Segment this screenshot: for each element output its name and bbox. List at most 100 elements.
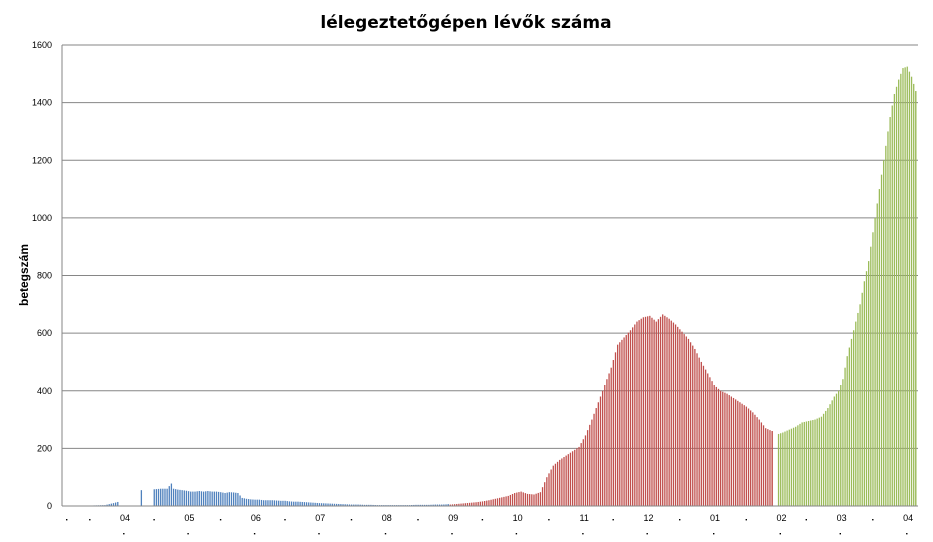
bar — [872, 232, 874, 506]
bar — [177, 489, 179, 506]
bar — [323, 503, 325, 506]
bar — [700, 361, 702, 506]
x-tick-label: 10 — [513, 513, 523, 523]
bar — [312, 502, 314, 506]
bar — [217, 491, 220, 506]
bar — [275, 500, 278, 506]
bar — [893, 93, 896, 506]
bar — [771, 431, 773, 506]
bar — [207, 491, 209, 506]
bar — [286, 501, 288, 506]
bar — [170, 483, 173, 506]
bar — [471, 502, 473, 506]
bar — [198, 491, 200, 506]
bar — [640, 318, 642, 506]
bar — [865, 271, 868, 506]
bar — [185, 490, 188, 506]
bar — [284, 500, 286, 506]
bar — [818, 417, 820, 506]
bar — [338, 503, 340, 506]
bar — [777, 433, 780, 506]
bar — [576, 448, 578, 507]
bar — [745, 406, 748, 506]
bar — [187, 491, 190, 506]
bar — [108, 504, 110, 506]
chart-title: lélegeztetőgépen lévők száma — [320, 13, 611, 33]
bar — [344, 504, 346, 506]
bar — [801, 422, 803, 506]
bar — [250, 499, 252, 506]
bar — [112, 503, 115, 506]
x-tick-label: 05 — [184, 513, 194, 523]
bar — [638, 320, 640, 506]
bar — [554, 463, 557, 506]
bar — [462, 503, 464, 506]
bar — [524, 493, 527, 506]
bar — [329, 503, 331, 506]
bar — [552, 465, 554, 506]
bar — [505, 496, 507, 506]
bar — [898, 79, 900, 506]
bar — [859, 304, 861, 506]
bar — [258, 499, 261, 506]
bar — [756, 417, 758, 506]
bar — [194, 491, 196, 506]
bar — [359, 504, 361, 506]
bar — [541, 487, 544, 506]
x-tick-dot — [612, 519, 614, 521]
bar — [464, 503, 466, 506]
x-tick-dot — [713, 533, 715, 535]
x-tick-dot — [219, 519, 222, 521]
x-tick-dot — [646, 533, 648, 535]
bar — [902, 68, 904, 507]
bar — [449, 504, 451, 506]
x-tick-label: 02 — [777, 513, 787, 523]
bar — [672, 322, 675, 506]
bar — [314, 502, 316, 506]
bar — [904, 67, 906, 506]
bar — [190, 491, 192, 506]
bar — [202, 491, 205, 506]
bar — [664, 315, 666, 506]
x-tick-dot — [284, 519, 286, 521]
x-tick-label: 08 — [382, 513, 392, 523]
bar — [232, 492, 235, 506]
bar — [441, 504, 443, 506]
bar — [659, 316, 662, 506]
bar — [574, 449, 576, 506]
bar — [653, 319, 655, 506]
bar — [254, 499, 256, 506]
x-tick-label: 12 — [644, 513, 654, 523]
bar — [282, 500, 284, 506]
bar — [709, 377, 711, 506]
bar — [702, 365, 705, 506]
x-tick-dot — [548, 519, 550, 521]
bar — [707, 373, 709, 506]
bar — [456, 503, 458, 506]
bar — [423, 504, 426, 506]
bar — [666, 317, 668, 506]
x-tick-dot — [384, 533, 387, 535]
bar — [486, 500, 488, 506]
x-tick-dot — [89, 519, 91, 521]
bar — [825, 410, 827, 506]
x-tick-labels: 04 05 06 07 08 09 10 11 12 01 02 03 04 — [66, 513, 913, 535]
bar — [458, 503, 460, 506]
bar — [256, 499, 258, 506]
bar — [327, 503, 329, 506]
bar — [370, 504, 372, 506]
bar — [503, 496, 505, 506]
bar — [780, 433, 782, 506]
bar — [848, 347, 850, 506]
bar — [681, 331, 683, 506]
bar — [318, 503, 321, 506]
bar — [436, 504, 439, 506]
bar — [443, 504, 445, 506]
bar — [518, 492, 520, 506]
bar — [837, 390, 840, 506]
bar — [200, 491, 203, 506]
bar — [571, 451, 574, 506]
bar — [874, 217, 876, 507]
bar — [913, 83, 915, 507]
